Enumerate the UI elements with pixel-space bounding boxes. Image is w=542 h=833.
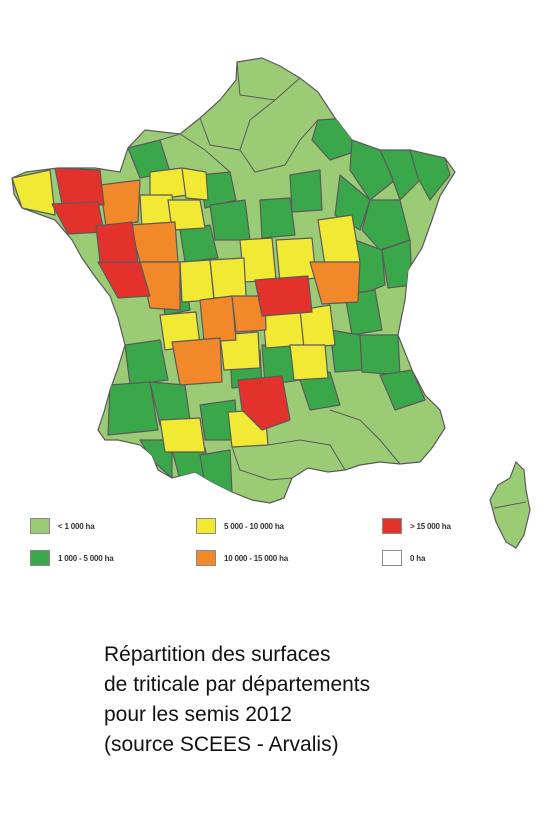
- legend-swatch: [382, 550, 402, 566]
- department-region: [409, 149, 451, 201]
- department-border: [493, 501, 527, 509]
- department-region: [299, 304, 336, 349]
- department-border: [236, 61, 301, 101]
- department-border: [329, 409, 401, 465]
- legend-item: 10 000 - 15 000 ha: [196, 550, 288, 566]
- department-region: [199, 449, 233, 493]
- department-region: [237, 375, 291, 431]
- legend-item: 5 000 - 10 000 ha: [196, 518, 284, 534]
- department-region: [107, 381, 159, 436]
- legend-label: > 15 000 ha: [410, 521, 451, 531]
- legend-label: 1 000 - 5 000 ha: [58, 553, 114, 563]
- legend-label: 0 ha: [410, 553, 426, 563]
- department-region: [209, 257, 247, 299]
- legend-label: 5 000 - 10 000 ha: [224, 521, 284, 531]
- department-region: [95, 221, 139, 263]
- department-region: [317, 214, 361, 266]
- france-departments-map: [11, 57, 531, 549]
- legend-item: 0 ha: [382, 550, 425, 566]
- department-region: [379, 369, 426, 411]
- department-region: [254, 275, 313, 317]
- department-region: [199, 295, 237, 343]
- department-region: [167, 199, 206, 231]
- legend-item: 1 000 - 5 000 ha: [30, 550, 114, 566]
- legend-swatch: [382, 518, 402, 534]
- map-legend: < 1 000 ha 1 000 - 5 000 ha 5 000 - 10 0…: [0, 518, 542, 578]
- map-caption: Répartition des surfaces de triticale pa…: [104, 640, 504, 760]
- legend-swatch: [196, 518, 216, 534]
- department-region: [171, 337, 223, 386]
- department-region: [124, 339, 169, 386]
- department-border: [231, 446, 293, 481]
- legend-item: < 1 000 ha: [30, 518, 95, 534]
- department-region: [181, 167, 209, 201]
- department-region: [379, 149, 421, 201]
- department-region: [54, 167, 105, 206]
- caption-line: (source SCEES - Arvalis): [104, 733, 339, 756]
- department-region: [97, 261, 151, 299]
- legend-swatch: [30, 550, 50, 566]
- department-region: [359, 334, 401, 376]
- caption-line: de triticale par départements: [104, 673, 371, 696]
- department-region: [209, 199, 251, 241]
- department-region: [289, 344, 329, 381]
- department-region: [159, 417, 206, 453]
- legend-label: < 1 000 ha: [58, 521, 95, 531]
- department-region: [99, 179, 141, 227]
- department-region: [289, 169, 323, 213]
- legend-swatch: [30, 518, 50, 534]
- department-border: [267, 439, 346, 471]
- department-region: [275, 237, 317, 283]
- caption-line: pour les semis 2012: [104, 703, 292, 726]
- department-region: [309, 261, 361, 305]
- department-region: [219, 331, 261, 371]
- department-region: [259, 197, 296, 239]
- department-region: [329, 329, 363, 373]
- legend-item: > 15 000 ha: [382, 518, 451, 534]
- department-border: [159, 133, 231, 173]
- department-border: [239, 119, 319, 173]
- legend-swatch: [196, 550, 216, 566]
- legend-label: 10 000 - 15 000 ha: [224, 553, 289, 563]
- department-region: [179, 259, 215, 303]
- caption-line: Répartition des surfaces: [104, 643, 331, 666]
- department-region: [12, 169, 56, 216]
- department-region: [231, 295, 267, 333]
